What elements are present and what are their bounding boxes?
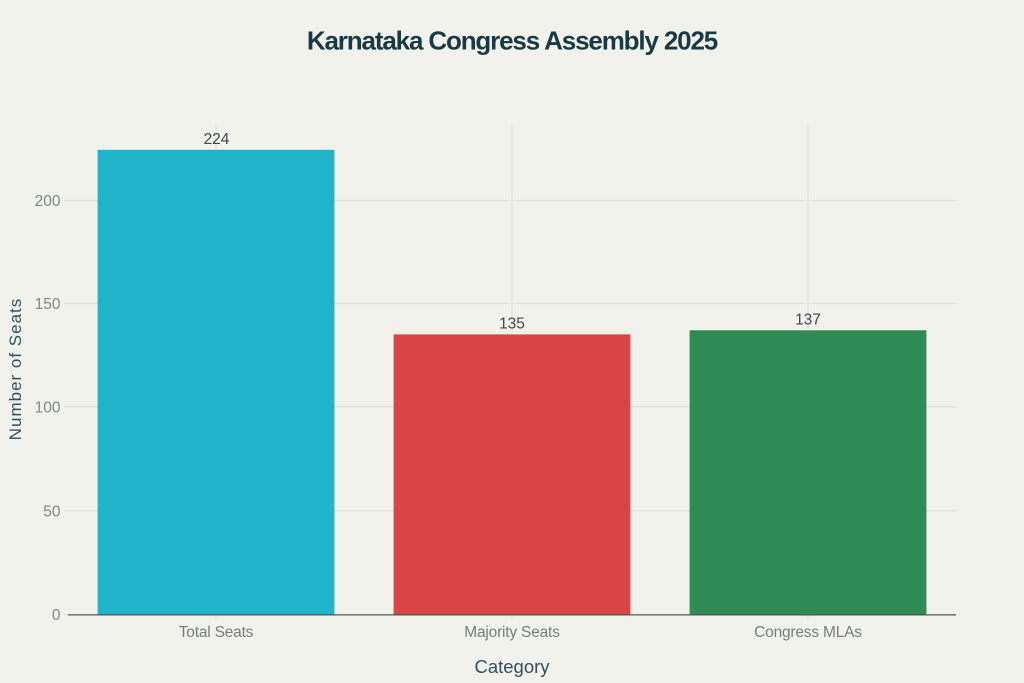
svg-text:224: 224: [204, 131, 230, 148]
svg-text:150: 150: [35, 296, 61, 313]
svg-text:137: 137: [795, 311, 821, 328]
svg-text:135: 135: [499, 315, 525, 332]
svg-text:Congress MLAs: Congress MLAs: [754, 624, 862, 641]
svg-text:100: 100: [35, 400, 61, 417]
svg-text:Total Seats: Total Seats: [179, 624, 254, 641]
svg-text:Karnataka Congress Assembly 20: Karnataka Congress Assembly 2025: [307, 25, 718, 55]
svg-text:50: 50: [43, 503, 61, 520]
svg-text:0: 0: [52, 607, 61, 624]
svg-text:Majority Seats: Majority Seats: [464, 624, 560, 641]
svg-text:200: 200: [35, 193, 61, 210]
svg-text:Category: Category: [474, 656, 550, 677]
svg-text:Number of Seats: Number of Seats: [6, 298, 25, 441]
